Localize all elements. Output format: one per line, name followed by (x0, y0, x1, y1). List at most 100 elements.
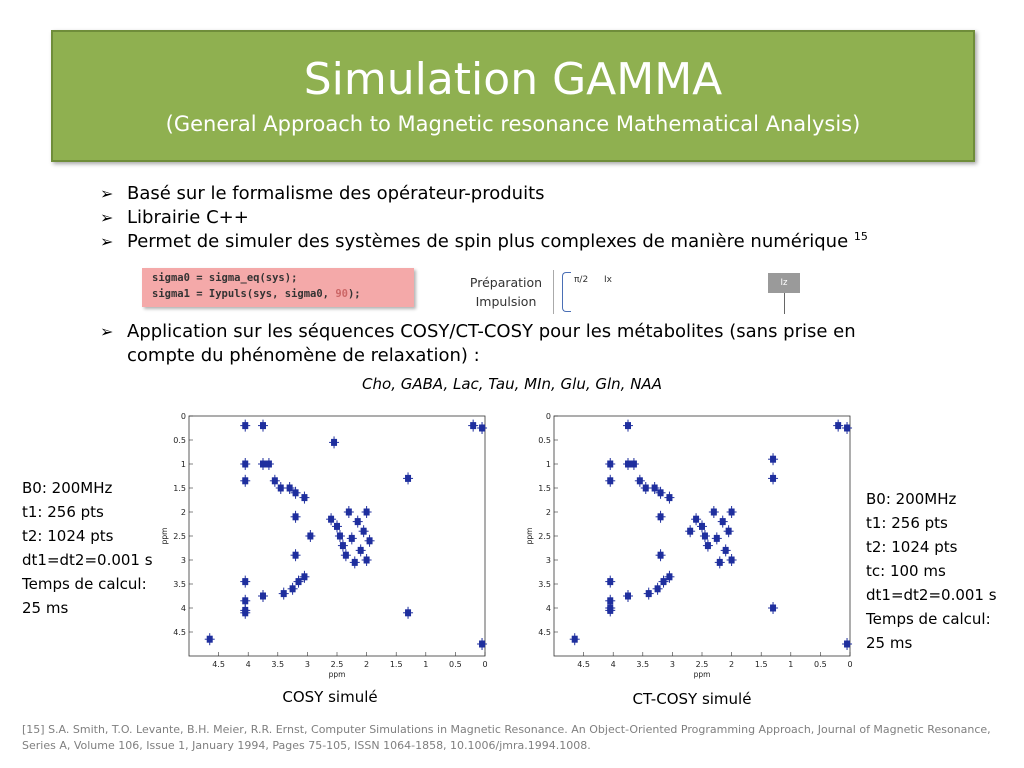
pulse-separator (553, 270, 554, 314)
y-tick-label: 2.5 (173, 532, 186, 541)
param-line: B0: 200MHz (866, 490, 957, 508)
title-box: Simulation GAMMA (General Approach to Ma… (51, 30, 975, 162)
peak (726, 554, 737, 566)
peak (685, 525, 696, 538)
peak (643, 587, 654, 600)
peak (278, 587, 289, 600)
peak (305, 530, 316, 542)
x-tick-label: 1.5 (755, 660, 768, 669)
peak (361, 554, 372, 566)
param-line: t2: 1024 pts (866, 538, 958, 556)
param-line: t1: 256 pts (866, 514, 948, 532)
peak (258, 419, 268, 432)
x-tick-label: 4.5 (212, 660, 225, 669)
peak (403, 606, 414, 619)
param-line: tc: 100 ms (866, 562, 946, 580)
x-tick-label: 0 (847, 660, 852, 669)
peak (403, 472, 414, 485)
peak (299, 570, 310, 583)
code-line-1: sigma0 = sigma_eq(sys); (152, 272, 298, 284)
peak (717, 515, 728, 528)
peak (726, 506, 737, 518)
peak (329, 436, 340, 449)
y-tick-label: 0.5 (538, 436, 551, 445)
peak (352, 515, 363, 528)
peak (605, 575, 616, 588)
peak (204, 633, 215, 646)
bullet-list: ➢ Basé sur le formalisme des opérateur-p… (100, 182, 920, 368)
x-axis-label: ppm (694, 670, 711, 679)
peak (332, 520, 342, 533)
peak (349, 556, 360, 569)
arrow-bullet-icon: ➢ (100, 322, 114, 341)
peak (340, 549, 351, 562)
cosy-chart: 4.5 4 3.5 3 2.5 2 1.5 1 0.5 0 0 0.5 1 1.5 2 2.5 3 3.5 4 4.5… (160, 412, 488, 679)
y-tick-label: 0 (181, 412, 186, 421)
ct-cosy-plot: 4.5 4 3.5 3 2.5 2 1.5 1 0.5 0 0 0.5 1 1.5 2 2.5 3 3.5 4 4.5… (520, 408, 860, 682)
peak (720, 544, 731, 557)
cosy-caption: COSY simulé (282, 688, 378, 706)
bullet-item: ➢ Librairie C++ (100, 206, 920, 230)
y-tick-label: 1 (546, 460, 551, 469)
y-tick-label: 4 (181, 604, 186, 613)
cosy-plot: 4.5 4 3.5 3 2.5 2 1.5 1 0.5 0 0 0.5 1 1.5 2 2.5 3 3.5 4 4.5… (155, 408, 495, 682)
peak (290, 510, 301, 523)
peak (699, 530, 710, 542)
bullet-text: Librairie C++ (127, 207, 249, 228)
y-tick-label: 2 (546, 508, 551, 517)
code-snippet: sigma0 = sigma_eq(sys); sigma1 = Iypuls(… (142, 268, 414, 307)
peak (768, 602, 779, 614)
peak (337, 539, 348, 552)
arrow-bullet-icon: ➢ (100, 208, 114, 227)
peak (649, 482, 660, 494)
x-tick-label: 4 (246, 660, 251, 669)
peak (714, 556, 725, 569)
peak (691, 513, 702, 526)
y-tick-label: 3 (181, 556, 186, 565)
x-tick-label: 2 (364, 660, 369, 669)
params-right: B0: 200MHz t1: 256 pts t2: 1024 pts tc: … (866, 487, 997, 655)
pulse-diagram: Préparation Impulsion π/2 Ix Iz (462, 270, 882, 314)
bullet-text: Basé sur le formalisme des opérateur-pro… (127, 183, 545, 204)
param-line: Temps de calcul: (866, 610, 991, 628)
peak (263, 458, 274, 470)
peak (768, 472, 779, 485)
x-tick-label: 1 (423, 660, 428, 669)
peak (477, 638, 488, 650)
peak (623, 590, 633, 602)
x-tick-label: 0.5 (814, 660, 827, 669)
peak (640, 482, 651, 494)
y-tick-label: 0 (546, 412, 551, 421)
peak (287, 582, 298, 595)
peak (605, 602, 616, 614)
peak (569, 633, 580, 646)
peak (361, 506, 372, 518)
peak (768, 453, 779, 466)
slide-subtitle: (General Approach to Magnetic resonance … (165, 112, 861, 136)
x-tick-label: 1.5 (390, 660, 403, 669)
bullet-item: ➢ Application sur les séquences COSY/CT-… (100, 320, 920, 368)
x-tick-label: 4 (611, 660, 616, 669)
peak (652, 582, 663, 595)
y-tick-label: 3.5 (173, 580, 186, 589)
y-tick-label: 2.5 (538, 532, 551, 541)
peak (697, 520, 707, 533)
y-tick-label: 1 (181, 460, 186, 469)
x-axis-label: ppm (329, 670, 346, 679)
peak (711, 532, 722, 545)
peak (477, 422, 488, 434)
slide-title: Simulation GAMMA (303, 54, 723, 105)
param-line: t1: 256 pts (22, 503, 104, 521)
x-tick-label: 4.5 (577, 660, 590, 669)
y-tick-label: 4.5 (173, 628, 186, 637)
peak (326, 513, 337, 526)
bullet-item: ➢ Basé sur le formalisme des opérateur-p… (100, 182, 920, 206)
bullet-item: ➢ Permet de simuler des systèmes de spin… (100, 230, 920, 254)
peak (258, 590, 268, 602)
y-tick-label: 1.5 (173, 484, 186, 493)
peak (269, 474, 280, 487)
pulse-operator-ix: Ix (604, 275, 612, 285)
x-tick-label: 2.5 (331, 660, 344, 669)
param-line: t2: 1024 pts (22, 527, 114, 545)
y-tick-label: 4.5 (538, 628, 551, 637)
